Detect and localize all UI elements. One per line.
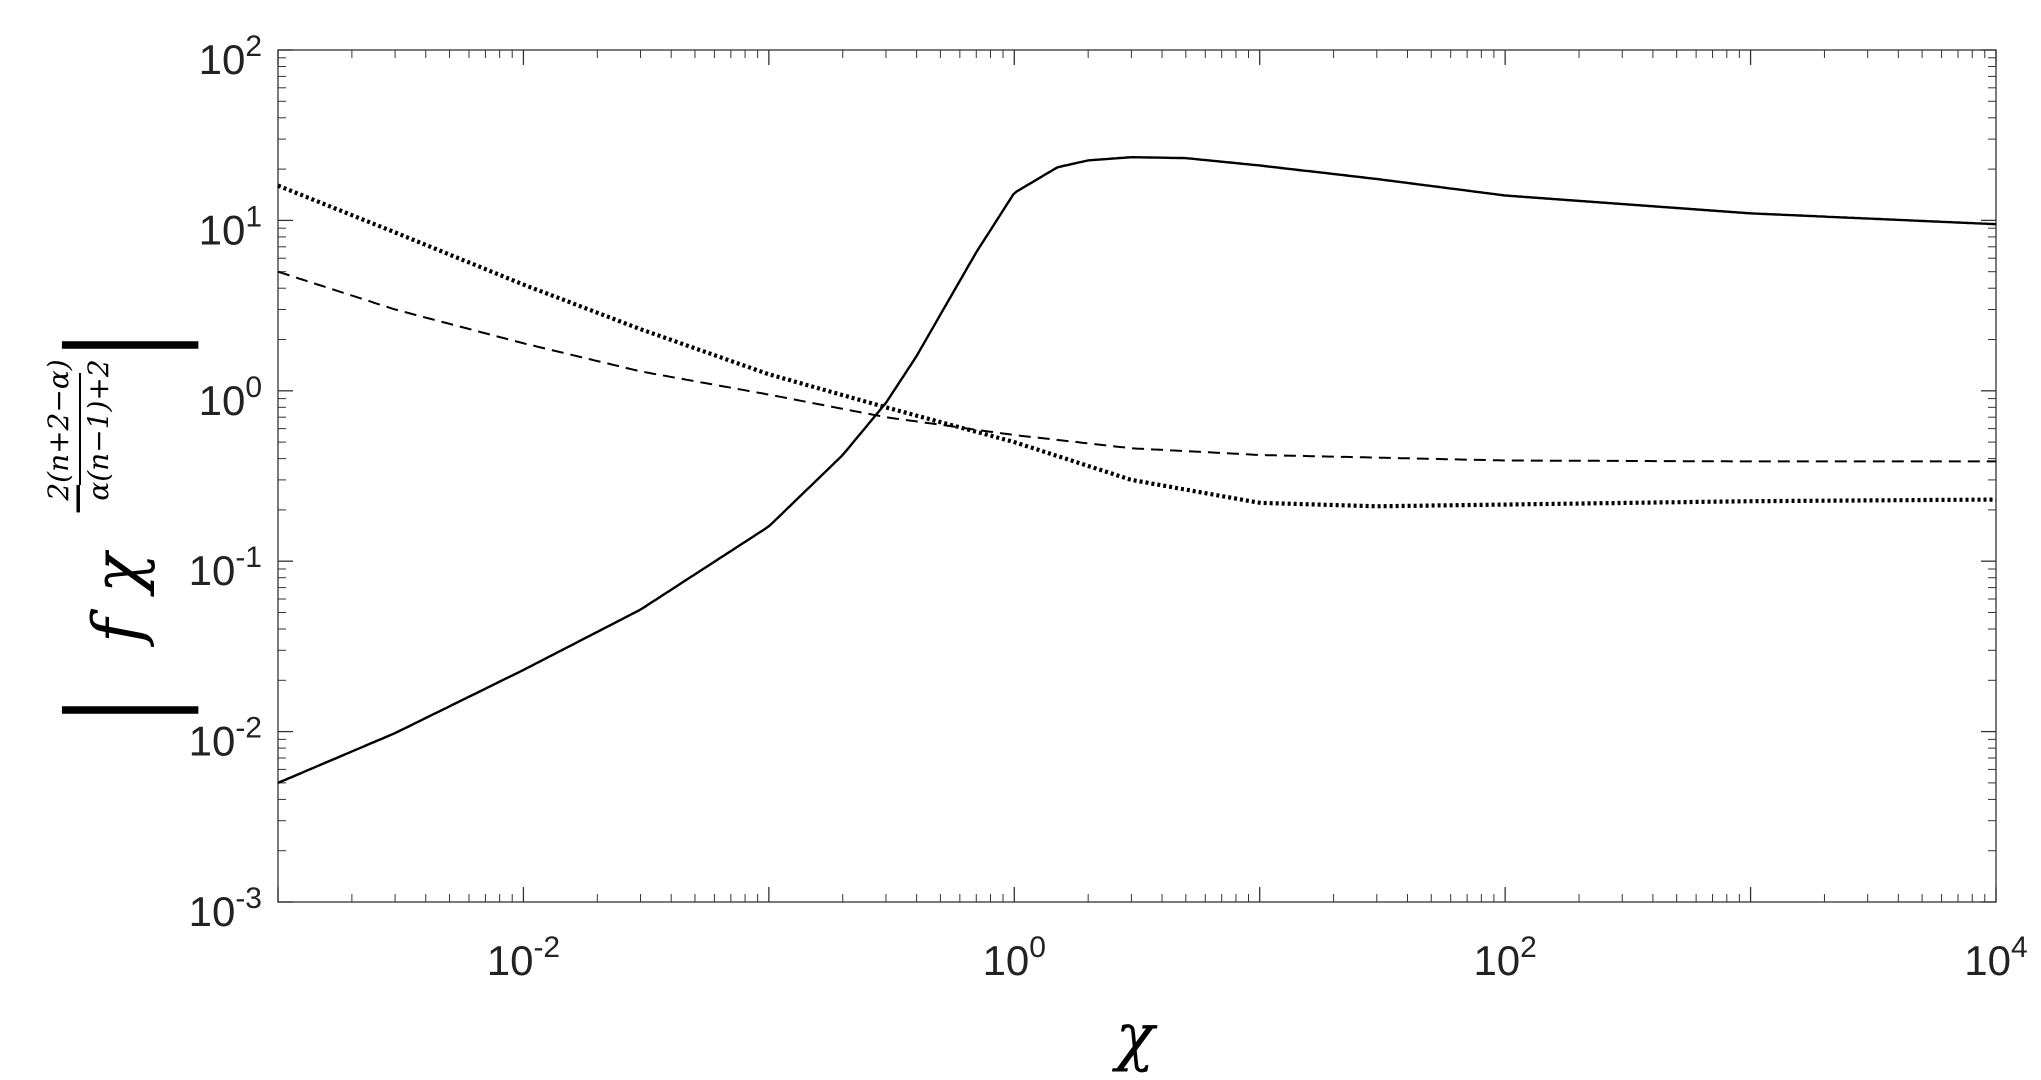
y-tick-label: 100 [199, 371, 262, 424]
y-tick-label: 101 [199, 200, 262, 253]
y-tick-label: 10-3 [189, 882, 262, 935]
y-tick-label: 102 [199, 30, 262, 83]
y-axis-label-bar-right: | [33, 330, 199, 360]
series-group [277, 155, 1997, 784]
y-axis-label-exponent-numerator: 2(n+2−α) [42, 359, 75, 501]
plot-area-frame [277, 49, 1997, 903]
series-line-solid [277, 155, 1997, 784]
y-tick-labels: 10-3 10-2 10-1 100 101 102 [189, 30, 262, 935]
y-axis-label-chi: χ [79, 549, 156, 597]
x-tick-labels: 10-2 100 102 104 [487, 931, 2028, 984]
y-tick-label: 10-1 [189, 541, 262, 594]
x-tick-label: 104 [1964, 931, 2027, 984]
y-axis-label-exponent-denominator: α(n−1)+2 [82, 359, 115, 500]
series-line-dotted [277, 183, 1996, 509]
y-axis-label-minus: − [52, 480, 103, 517]
series-line-dashed [277, 270, 1996, 463]
y-tick-label: 10-2 [189, 712, 262, 765]
y-axis-label-bar-left: | [33, 695, 199, 725]
x-tick-label: 100 [983, 931, 1046, 984]
x-tick-label: 102 [1473, 931, 1536, 984]
x-tick-label: 10-2 [487, 931, 560, 984]
x-axis-label: χ [1112, 1000, 1158, 1074]
major-ticks [277, 49, 1997, 903]
